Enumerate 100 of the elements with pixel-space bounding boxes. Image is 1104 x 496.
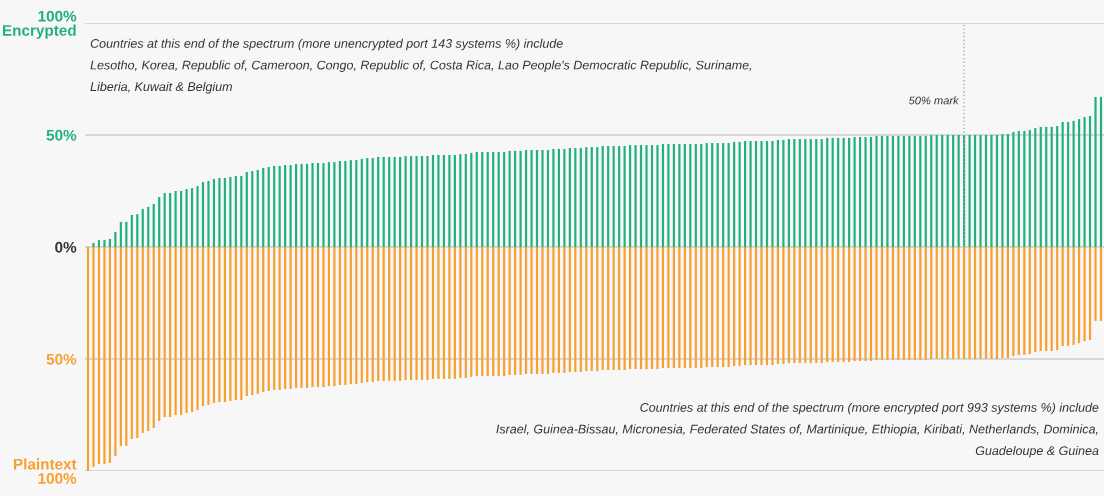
bar: [765, 247, 769, 366]
bar: [316, 247, 320, 387]
bar: [475, 247, 478, 377]
bar: [399, 247, 402, 381]
bar: [984, 135, 988, 247]
bar: [333, 247, 336, 387]
bar: [623, 247, 626, 370]
bar: [552, 247, 555, 373]
bar: [1099, 96, 1103, 247]
bar: [727, 247, 730, 368]
bar: [218, 178, 221, 247]
bar: [1077, 247, 1081, 344]
bar: [957, 135, 960, 247]
bar: [1077, 119, 1081, 247]
bar: [629, 247, 632, 370]
bar: [530, 247, 533, 375]
bar: [152, 203, 155, 247]
bar: [1050, 247, 1053, 351]
bar: [656, 145, 659, 247]
bar: [546, 150, 550, 247]
bar: [481, 152, 484, 247]
bar: [409, 247, 413, 381]
bar: [114, 231, 117, 247]
bar: [333, 162, 336, 247]
bar: [503, 152, 506, 247]
bar: [601, 247, 604, 370]
bar: [524, 247, 528, 375]
bar: [119, 247, 122, 446]
bar: [672, 247, 675, 368]
bar: [163, 247, 166, 418]
bar: [1056, 247, 1059, 351]
bar: [223, 178, 226, 247]
bar: [136, 247, 139, 439]
bar: [360, 247, 363, 383]
bar: [344, 160, 347, 247]
bar: [760, 141, 763, 247]
bar: [886, 247, 889, 360]
bar: [661, 247, 665, 368]
bar: [284, 165, 287, 247]
y-tick-label: Plaintext 100%: [14, 458, 77, 484]
bar: [136, 214, 139, 247]
bar: [546, 247, 550, 375]
bar: [995, 135, 999, 247]
bar: [284, 247, 287, 390]
bar: [404, 156, 407, 247]
bar: [700, 143, 703, 247]
bar: [749, 247, 752, 366]
bar: [689, 247, 692, 368]
bar: [212, 178, 216, 247]
bar: [1050, 126, 1053, 247]
bar: [733, 141, 736, 247]
bar: [891, 135, 895, 247]
bar: [1094, 96, 1097, 247]
bar: [344, 247, 347, 385]
bar: [180, 191, 183, 247]
bar: [300, 163, 303, 247]
bar: [426, 156, 429, 247]
bar: [508, 247, 511, 375]
bar: [683, 247, 686, 368]
bar: [497, 152, 500, 247]
bar: [371, 158, 374, 247]
bar: [147, 206, 150, 247]
bar: [305, 163, 309, 247]
bar: [470, 247, 473, 377]
bar: [119, 221, 122, 247]
bar: [360, 158, 363, 247]
bar: [661, 143, 665, 247]
bar: [251, 171, 254, 247]
bar: [897, 135, 900, 247]
bar: [519, 247, 522, 375]
bar: [393, 156, 396, 247]
bar: [388, 156, 391, 247]
bar: [908, 135, 911, 247]
bar: [514, 150, 517, 247]
annotation: 50% mark: [908, 96, 960, 105]
bar: [738, 141, 741, 247]
bar: [393, 247, 396, 381]
bar: [1006, 247, 1009, 359]
bar: [431, 154, 435, 247]
bar: [92, 247, 95, 467]
bar: [705, 247, 708, 368]
bar: [645, 145, 648, 247]
bar: [437, 247, 440, 379]
bar: [596, 247, 599, 372]
bar: [826, 137, 829, 247]
bar: [497, 247, 500, 377]
bar: [1028, 130, 1031, 247]
bar: [459, 247, 462, 379]
bar: [968, 247, 971, 359]
bar: [1028, 247, 1031, 355]
bar: [514, 247, 517, 375]
bar: [776, 247, 780, 364]
bar: [601, 145, 604, 247]
bar: [240, 247, 243, 400]
bar: [541, 247, 544, 375]
bar: [694, 247, 697, 368]
bar: [815, 247, 818, 364]
bar: [415, 247, 418, 381]
bar: [1001, 247, 1004, 359]
bar: [1067, 247, 1070, 347]
